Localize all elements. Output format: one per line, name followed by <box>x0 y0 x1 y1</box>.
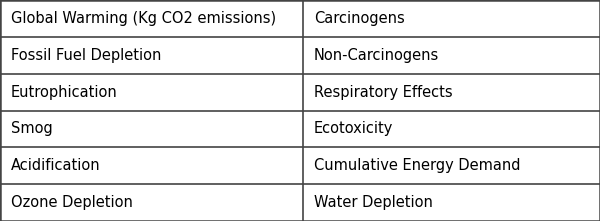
Text: Eutrophication: Eutrophication <box>11 85 118 100</box>
Text: Water Depletion: Water Depletion <box>314 195 433 210</box>
Text: Non-Carcinogens: Non-Carcinogens <box>314 48 439 63</box>
Text: Cumulative Energy Demand: Cumulative Energy Demand <box>314 158 520 173</box>
Text: Global Warming (Kg CO2 emissions): Global Warming (Kg CO2 emissions) <box>11 11 276 26</box>
Text: Carcinogens: Carcinogens <box>314 11 404 26</box>
Text: Ecotoxicity: Ecotoxicity <box>314 121 393 136</box>
Text: Respiratory Effects: Respiratory Effects <box>314 85 452 100</box>
Text: Ozone Depletion: Ozone Depletion <box>11 195 133 210</box>
Text: Smog: Smog <box>11 121 53 136</box>
Text: Acidification: Acidification <box>11 158 100 173</box>
Text: Fossil Fuel Depletion: Fossil Fuel Depletion <box>11 48 161 63</box>
